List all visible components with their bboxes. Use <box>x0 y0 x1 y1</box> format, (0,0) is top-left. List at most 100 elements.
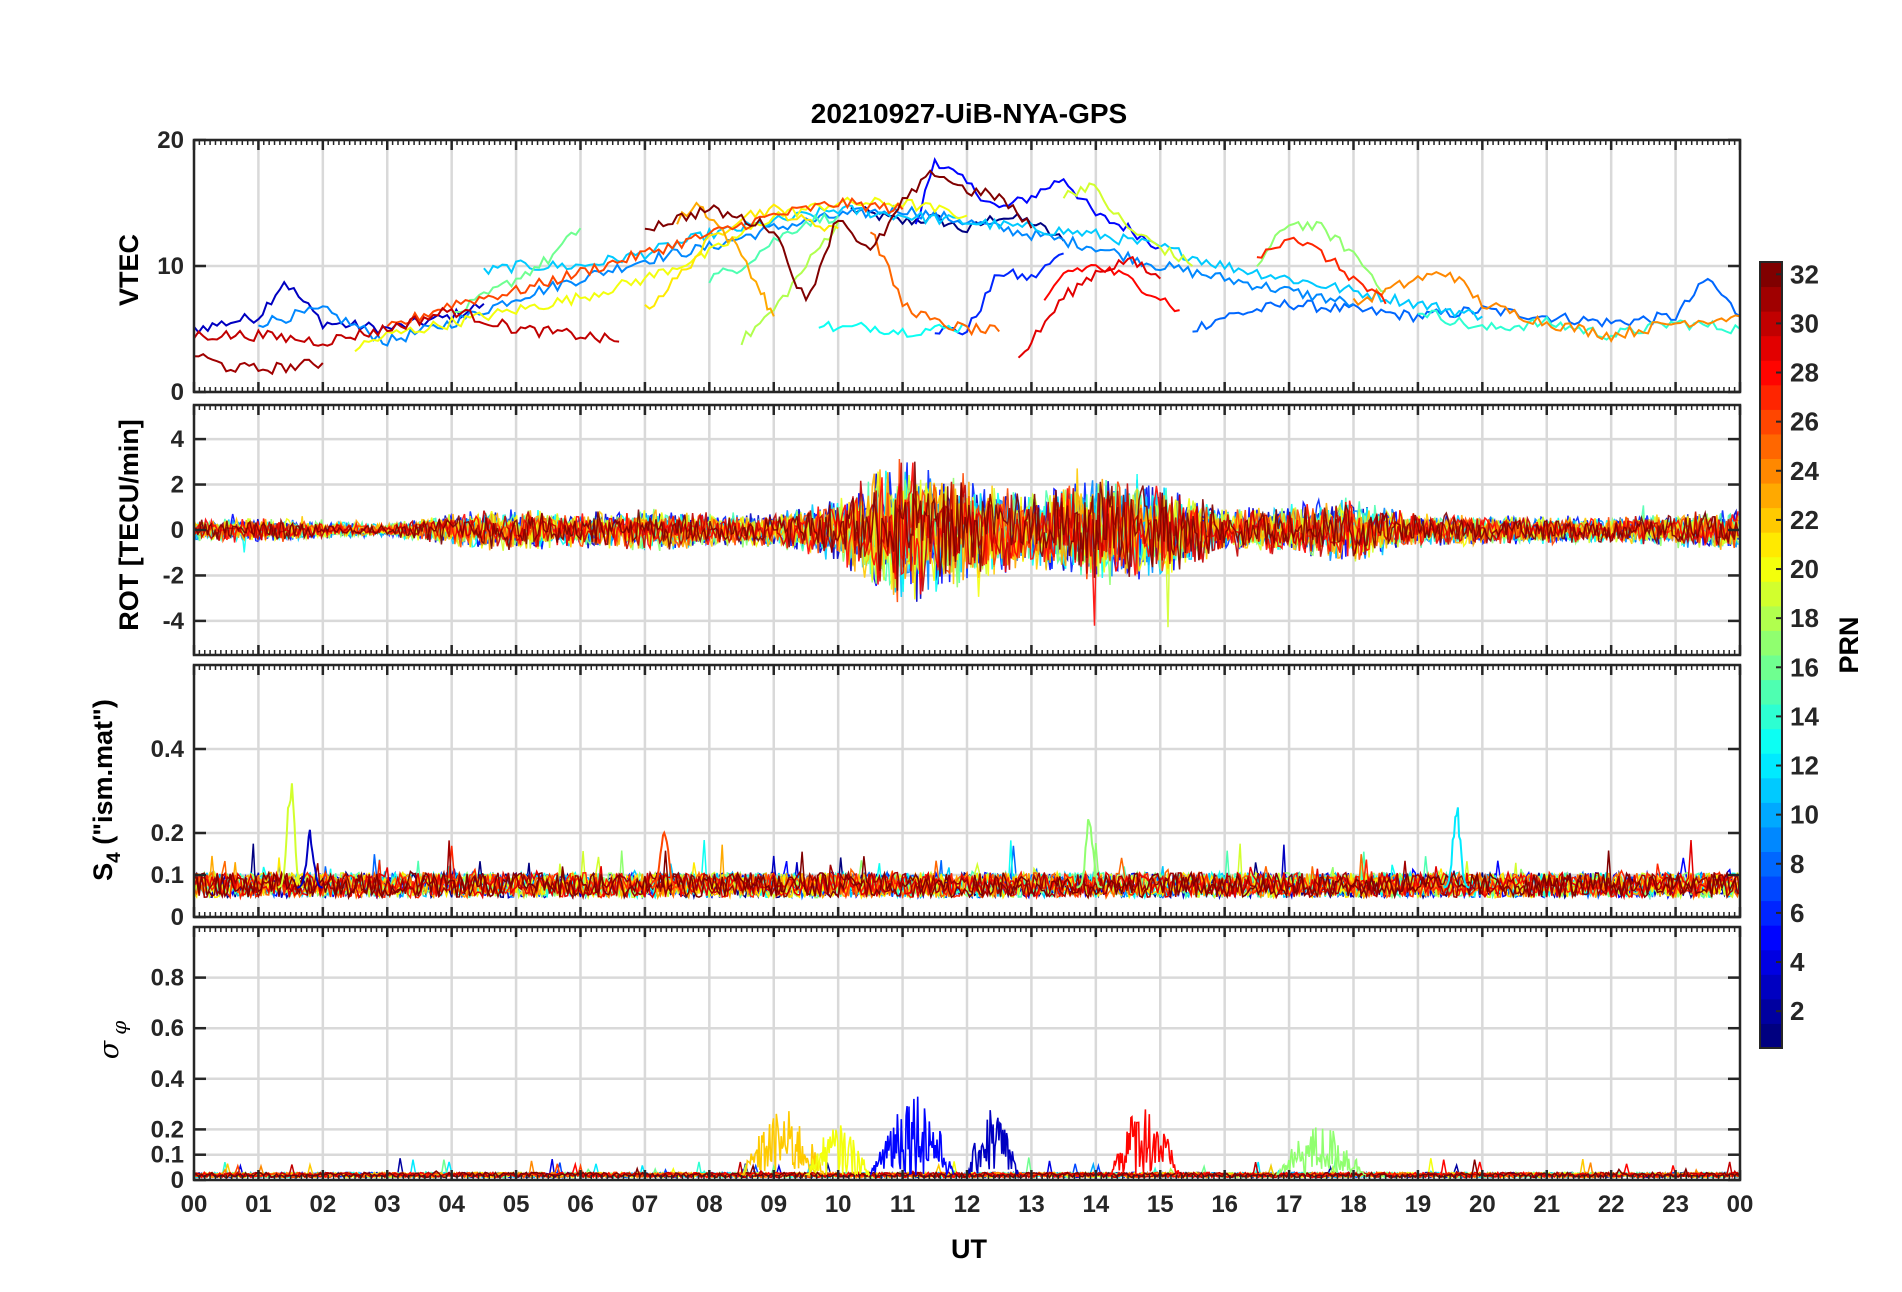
x-tick-label: 03 <box>374 1191 401 1218</box>
vtec-series-prn-8 <box>1192 277 1740 333</box>
x-tick-label: 16 <box>1211 1191 1238 1218</box>
colorbar-segment <box>1760 335 1782 361</box>
s4-peak-prn-17 <box>1076 818 1103 889</box>
s4-peak-prn-12 <box>1443 807 1470 889</box>
x-tick-label: 00 <box>1727 1191 1754 1218</box>
vtec-series-prn-24 <box>1352 270 1740 343</box>
vtec-y-tick-label: 20 <box>157 127 184 154</box>
sigma_phi-y-tick-label: 0.8 <box>151 965 184 992</box>
colorbar-tick-label: 8 <box>1790 849 1804 879</box>
s4-peak-prn-3 <box>297 829 323 889</box>
colorbar-segment <box>1760 630 1782 656</box>
x-tick-label: 22 <box>1598 1191 1625 1218</box>
rot-series-prn-30 <box>194 462 1739 592</box>
rot-series-prn-32 <box>194 461 1739 591</box>
sigma_phi-x-ticks <box>192 927 1742 1180</box>
s4-ylabel: S4 ("ism.mat") <box>88 699 125 881</box>
colorbar-segment <box>1760 1023 1782 1049</box>
colorbar-segment <box>1760 507 1782 533</box>
rot-y-ticks: -4 -2 0 2 4 <box>163 426 1740 635</box>
x-tick-label: 08 <box>696 1191 723 1218</box>
x-tick-label: 04 <box>438 1191 465 1218</box>
panel-s4: 0 0.1 0.2 0.4 <box>151 663 1742 931</box>
vtec-series-prn-28 <box>1043 263 1180 313</box>
colorbar-segment <box>1760 777 1782 803</box>
colorbar-tick-label: 26 <box>1790 407 1819 437</box>
s4-peak-prn-19 <box>277 783 304 889</box>
s4-y-tick-label: 0 <box>171 904 184 931</box>
vtec-series-prn-26 <box>386 196 904 328</box>
colorbar-segment <box>1760 704 1782 730</box>
rot-y-tick-label: -2 <box>163 562 184 589</box>
colorbar-segment <box>1760 384 1782 410</box>
colorbar-tick-label: 12 <box>1790 751 1819 781</box>
vtec-series-prn-15 <box>708 212 839 284</box>
colorbar-segment <box>1760 974 1782 1000</box>
colorbar-segment <box>1760 679 1782 705</box>
x-tick-label: 23 <box>1662 1191 1689 1218</box>
x-tick-label: 05 <box>503 1191 530 1218</box>
colorbar-segment <box>1760 900 1782 926</box>
colorbar-segment <box>1760 753 1782 779</box>
colorbar-tick-label: 22 <box>1790 505 1819 535</box>
colorbar-segment <box>1760 311 1782 337</box>
s4-series-prn-32 <box>194 850 1740 901</box>
sigma_phi-y-tick-label: 0 <box>171 1167 184 1194</box>
rot-y-tick-label: 0 <box>171 517 184 544</box>
vtec-series-prn-25 <box>869 231 1000 337</box>
vtec-series-prn-32 <box>644 169 1033 303</box>
colorbar-label: PRN <box>1834 616 1864 673</box>
colorbar-tick-label: 30 <box>1790 308 1819 338</box>
chart-title: 20210927-UiB-NYA-GPS <box>811 98 1127 129</box>
s4-y-tick-label: 0.1 <box>151 862 184 889</box>
vtec-series-prn-18 <box>740 221 840 346</box>
sigma-phi-ylabel-phi: φ <box>107 1021 131 1035</box>
rot-y-tick-label: 4 <box>171 426 185 453</box>
vtec-series-prn-3 <box>194 280 485 336</box>
sigma-burst-prn-28 <box>1108 1109 1181 1177</box>
rot-y-tick-label: -4 <box>163 608 185 635</box>
rot-ylabel: ROT [TECU/min] <box>114 419 144 630</box>
sigma-phi-ylabel: σφ <box>94 1021 131 1059</box>
vtec-series-prn-16 <box>451 227 582 314</box>
x-tick-label: 06 <box>567 1191 594 1218</box>
sigma_phi-y-tick-label: 0.2 <box>151 1116 184 1143</box>
s4-series-prn-31 <box>194 840 1740 900</box>
colorbar-segment <box>1760 360 1782 386</box>
x-tick-label: 11 <box>890 1191 915 1218</box>
x-tick-label: 18 <box>1340 1191 1367 1218</box>
x-tick-label: 09 <box>760 1191 787 1218</box>
x-tick-labels: 00 01 02 03 04 05 06 07 08 09 10 11 12 13 14 15 16 17 18 19… <box>181 1191 1754 1218</box>
x-tick-label: 01 <box>245 1191 272 1218</box>
x-tick-label: 10 <box>825 1191 852 1218</box>
colorbar-segment <box>1760 802 1782 828</box>
s4-y-tick-label: 0.4 <box>151 736 185 763</box>
colorbar-segment <box>1760 655 1782 681</box>
vtec-series-prn-21 <box>644 203 839 310</box>
colorbar-segment <box>1760 925 1782 951</box>
vtec-series-prn-23 <box>676 201 775 317</box>
vtec-series-prn-5 <box>914 157 1161 250</box>
colorbar-tick-label: 4 <box>1790 947 1805 977</box>
vtec-y-tick-label: 10 <box>157 253 184 280</box>
vtec-series-prn-19 <box>1062 182 1194 267</box>
colorbar-frame <box>1759 261 1783 1049</box>
x-tick-label: 21 <box>1533 1191 1560 1218</box>
x-tick-label: 12 <box>954 1191 981 1218</box>
colorbar-tick-label: 14 <box>1790 701 1819 731</box>
colorbar-segment <box>1760 286 1782 312</box>
colorbar-segment <box>1760 581 1782 607</box>
colorbar-segment <box>1760 851 1782 877</box>
s4-ylabel-sub: 4 <box>104 852 125 863</box>
x-tick-label: 15 <box>1147 1191 1174 1218</box>
sigma-burst-prn-17 <box>1275 1127 1367 1176</box>
colorbar-tick-label: 24 <box>1790 456 1819 486</box>
colorbar-segment <box>1760 262 1782 288</box>
sigma-burst-prn-5 <box>869 1096 955 1177</box>
sigma_phi-y-tick-label: 0.4 <box>151 1066 185 1093</box>
rot-data <box>194 458 1739 628</box>
x-tick-label: 13 <box>1018 1191 1045 1218</box>
s4-ylabel-main: S <box>88 863 118 881</box>
